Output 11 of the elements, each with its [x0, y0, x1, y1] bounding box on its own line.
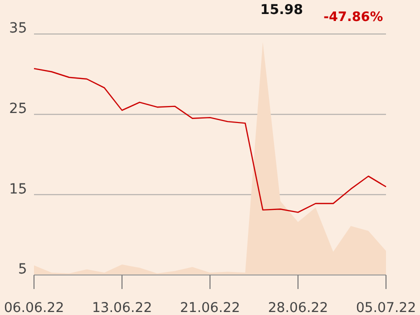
text: 15.98	[260, 2, 303, 18]
x-tick-label: 05.07.22	[356, 300, 416, 315]
y-tick-label: 5	[18, 262, 27, 278]
x-tick-label: 13.06.22	[92, 300, 152, 315]
x-tick-label: 06.06.22	[4, 300, 64, 315]
text: -47.86%	[323, 10, 383, 25]
y-tick-label: 35	[9, 20, 27, 37]
x-tick-label: 28.06.22	[268, 300, 328, 315]
x-tick-label: 21.06.22	[180, 300, 240, 315]
y-tick-label: 15	[9, 181, 27, 198]
y-tick-label: 25	[9, 100, 27, 117]
